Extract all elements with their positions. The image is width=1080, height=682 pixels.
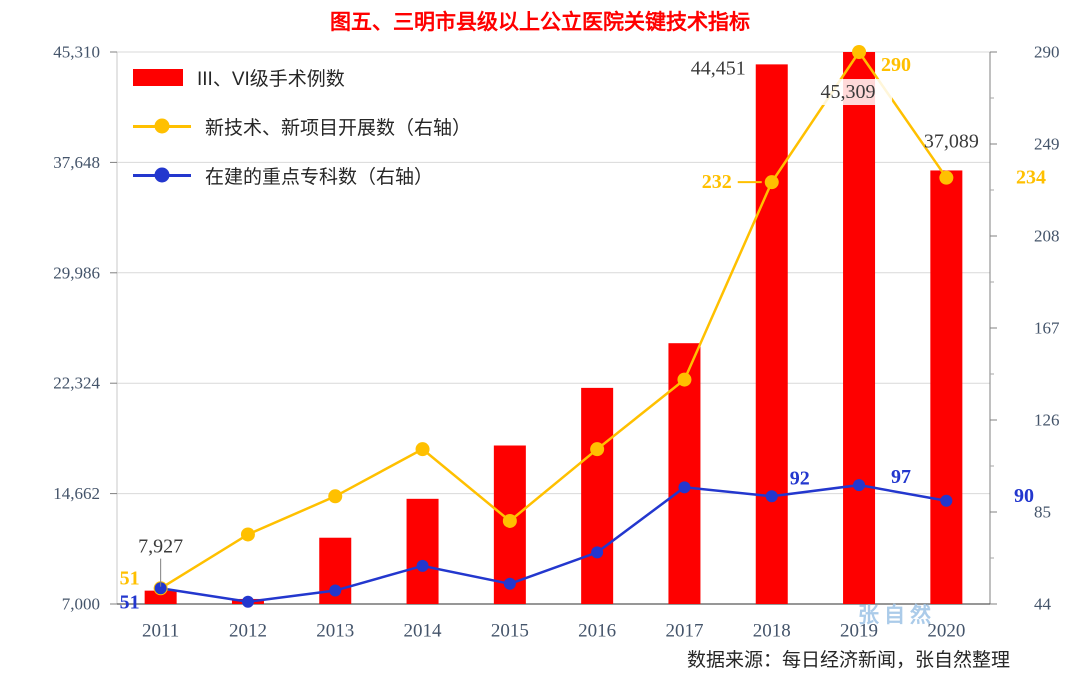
legend-item-surgeries: III、VI级手术例数 (133, 60, 471, 94)
data-label: 92 (790, 467, 810, 489)
legend-label-surgeries: III、VI级手术例数 (197, 68, 345, 90)
data-label: 234 (1016, 167, 1046, 189)
bar (755, 64, 788, 604)
x-axis-label: 2015 (491, 621, 529, 642)
data-label: 45,309 (821, 81, 876, 103)
x-axis-label: 2017 (665, 621, 703, 642)
x-axis-label: 2020 (927, 621, 965, 642)
data-label: 7,927 (138, 536, 183, 558)
marker-series-2 (678, 481, 691, 494)
right-axis-label: 126 (1034, 411, 1060, 430)
right-axis-label: 290 (1034, 43, 1060, 62)
marker-series-1 (590, 442, 605, 457)
bar (406, 498, 439, 604)
x-axis-label: 2014 (404, 621, 443, 642)
marker-series-1 (852, 45, 867, 59)
right-axis-label: 167 (1034, 319, 1060, 338)
source-note: 数据来源：每日经济新闻，张自然整理 (686, 650, 1010, 671)
left-axis-label: 14,662 (53, 484, 100, 503)
x-axis-label: 2016 (578, 621, 616, 642)
bar (843, 52, 876, 605)
marker-series-1 (502, 513, 517, 528)
legend-item-key-specialty: 在建的重点专科数（右轴） (133, 158, 471, 192)
left-axis-label: 29,986 (53, 263, 100, 282)
marker-series-2 (329, 584, 342, 597)
legend-swatch-line-gold (133, 118, 191, 134)
marker-series-1 (415, 442, 430, 457)
left-axis-label: 45,310 (53, 43, 100, 62)
marker-series-2 (765, 490, 778, 503)
marker-series-1 (939, 170, 954, 185)
legend-swatch-bar (133, 68, 183, 86)
x-axis-label: 2019 (840, 621, 878, 642)
line-series-2 (160, 483, 947, 604)
legend-marker-dot-gold (154, 118, 170, 134)
data-label: 97 (891, 466, 911, 488)
marker-series-1 (328, 489, 343, 504)
right-axis-label: 44 (1034, 595, 1052, 614)
marker-series-2 (241, 595, 254, 608)
watermark: 张自然 (858, 604, 936, 627)
marker-series-2 (591, 546, 604, 559)
right-axis-label: 249 (1034, 135, 1060, 154)
right-axis-label: 208 (1034, 227, 1060, 246)
marker-series-2 (416, 559, 429, 572)
data-label: 51 (120, 567, 140, 589)
marker-series-1 (240, 527, 255, 542)
chart-title: 图五、三明市县级以上公立医院关键技术指标 (330, 11, 750, 34)
data-label: 90 (1014, 485, 1034, 507)
left-axis-label: 22,324 (53, 374, 100, 393)
marker-series-1 (764, 175, 779, 190)
right-axis-label: 85 (1034, 503, 1051, 522)
marker-series-2 (154, 582, 167, 595)
bar (930, 170, 963, 604)
x-axis-label: 2018 (753, 621, 791, 642)
x-axis-label: 2012 (229, 621, 267, 642)
marker-series-2 (503, 577, 516, 590)
legend-label-new-tech: 新技术、新项目开展数（右轴） (205, 117, 472, 139)
legend-item-new-tech: 新技术、新项目开展数（右轴） (133, 109, 471, 143)
x-axis-label: 2013 (316, 621, 354, 642)
label-backdrop (804, 79, 893, 106)
data-label: 51 (120, 591, 140, 613)
left-axis-label: 37,648 (53, 153, 100, 172)
marker-series-2 (940, 494, 953, 507)
x-axis-label: 2011 (142, 621, 179, 642)
data-label: 232 (702, 171, 732, 193)
bar (581, 387, 614, 604)
legend-marker-dot-blue (154, 167, 170, 183)
left-axis-label: 7,000 (62, 595, 100, 614)
data-label: 290 (881, 54, 911, 76)
data-label: 44,451 (691, 57, 746, 79)
line-series-1 (159, 49, 948, 590)
marker-series-1 (677, 372, 692, 387)
legend-label-key-specialty: 在建的重点专科数（右轴） (205, 166, 434, 188)
legend-swatch-line-blue (133, 167, 191, 183)
legend: III、VI级手术例数 新技术、新项目开展数（右轴） 在建的重点专科数（右轴） (133, 60, 471, 207)
bar (144, 590, 177, 604)
data-label: 37,089 (924, 130, 979, 152)
marker-series-2 (853, 479, 866, 492)
